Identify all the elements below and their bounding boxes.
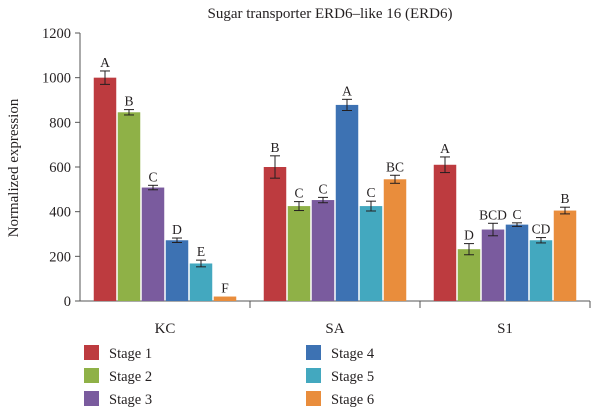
bar: [433, 164, 457, 301]
y-tick-label: 200: [49, 249, 71, 265]
significance-label: C: [148, 169, 157, 184]
x-category-label: SA: [325, 321, 344, 337]
legend-label: Stage 5: [331, 369, 374, 385]
legend-label: Stage 6: [331, 392, 374, 408]
significance-label: BC: [386, 159, 404, 174]
legend-swatch: [306, 368, 321, 383]
bar: [213, 296, 237, 301]
significance-label: A: [440, 141, 450, 156]
significance-label: B: [124, 94, 133, 109]
y-tick-label: 1000: [42, 71, 71, 87]
bar: [141, 187, 165, 301]
bar: [263, 167, 287, 301]
significance-label: C: [294, 186, 303, 201]
legend-swatch: [84, 368, 99, 383]
x-category-label: KC: [155, 321, 176, 337]
legend-label: Stage 1: [109, 346, 152, 362]
significance-label: E: [197, 244, 205, 259]
bar: [505, 224, 529, 301]
chart-title: Sugar transporter ERD6–like 16 (ERD6): [208, 6, 453, 22]
legend-swatch: [306, 345, 321, 360]
bar: [529, 240, 553, 301]
bar: [481, 229, 505, 301]
legend-swatch: [306, 391, 321, 406]
significance-label: C: [318, 181, 327, 196]
bar: [93, 77, 117, 302]
significance-label: CD: [532, 222, 551, 237]
legend: Stage 1 Stage 2 Stage 3 Stage 4 Stage 5 Stage…: [84, 345, 375, 408]
bar: [383, 179, 407, 301]
legend-swatch: [84, 391, 99, 406]
y-tick-label: 600: [49, 160, 71, 176]
bar: [189, 263, 213, 301]
legend-label: Stage 3: [109, 392, 152, 408]
significance-label: F: [221, 281, 229, 296]
bar: [117, 112, 141, 302]
significance-label: C: [366, 185, 375, 200]
y-axis-label: Normalized expression: [6, 98, 22, 237]
legend-swatch: [84, 345, 99, 360]
bar: [553, 210, 577, 301]
bar: [165, 240, 189, 301]
significance-label: C: [512, 207, 521, 222]
x-category-label: S1: [497, 321, 513, 337]
bar: [457, 249, 481, 301]
legend-label: Stage 4: [331, 346, 375, 362]
bar: [311, 200, 335, 301]
y-tick-label: 400: [49, 205, 71, 221]
significance-label: B: [560, 191, 569, 206]
bar: [287, 206, 311, 301]
bar: [359, 206, 383, 301]
y-tick-label: 0: [64, 294, 71, 310]
significance-label: D: [172, 222, 182, 237]
significance-label: A: [100, 55, 110, 70]
significance-label: D: [464, 228, 474, 243]
significance-label: B: [270, 140, 279, 155]
significance-label: BCD: [479, 207, 507, 222]
y-tick-label: 1200: [42, 26, 71, 42]
y-tick-label: 800: [49, 115, 71, 131]
significance-label: A: [342, 83, 352, 98]
bar: [335, 104, 359, 301]
legend-label: Stage 2: [109, 369, 152, 385]
